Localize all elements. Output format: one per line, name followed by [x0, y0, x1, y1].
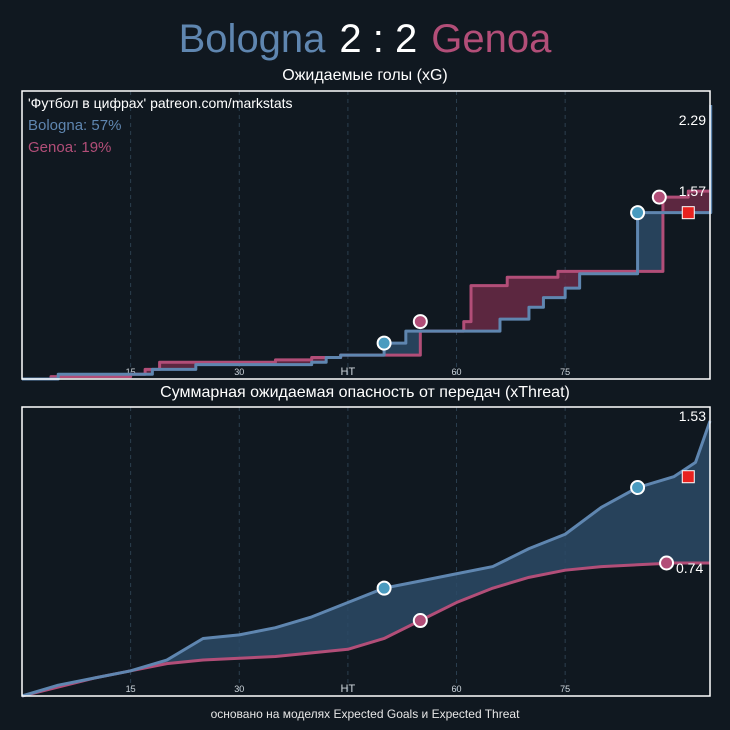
xg-chart-title: Ожидаемые голы (xG) — [282, 67, 448, 84]
goal-marker — [630, 480, 646, 496]
red-card-marker — [681, 470, 695, 484]
xg-chart: 15 30 HT 60 75 2.29 1.57 'Футбол в цифрах' patr… — [21, 90, 713, 381]
xg-tick-label: 30 — [234, 367, 244, 377]
xg-area-fill — [662, 105, 711, 213]
goal-marker — [651, 189, 667, 205]
xthreat-area-fill — [22, 421, 710, 696]
xthreat-frame — [21, 406, 711, 697]
xthreat-tick-label: 30 — [234, 684, 244, 694]
xg-area-fill — [326, 321, 464, 358]
xthreat-chart: 15 30 HT 60 75 1.53 0.74 — [21, 406, 712, 698]
xg-home-final-label: 2.29 — [679, 112, 706, 128]
score: 2 : 2 — [339, 17, 418, 61]
xthreat-chart-title: Суммарная ожидаемая опасность от передач… — [160, 384, 570, 401]
footer-note: основано на моделях Expected Goals и Exp… — [210, 707, 520, 721]
legend-away-probability: Genoa: 19% — [28, 139, 111, 156]
goal-marker — [412, 613, 428, 629]
xthreat-tick-label: HT — [341, 683, 356, 695]
xg-frame — [21, 90, 711, 380]
match-header: Bologna 2 : 2 Genoa — [0, 14, 730, 64]
home-team-name: Bologna — [178, 17, 326, 61]
goal-marker — [376, 580, 392, 596]
xthreat-tick-label: 75 — [560, 684, 570, 694]
away-team-name: Genoa — [431, 17, 552, 61]
goal-marker — [659, 555, 675, 571]
credit-text: 'Футбол в цифрах' patreon.com/markstats — [28, 95, 293, 111]
xg-tick-label: 75 — [560, 367, 570, 377]
xg-series-bologna — [22, 105, 713, 381]
goal-marker — [412, 314, 428, 330]
goal-marker — [630, 205, 646, 221]
xg-series-genoa — [22, 189, 710, 381]
xg-tick-label: 60 — [452, 367, 462, 377]
xg-area-fill — [463, 212, 638, 332]
goal-marker — [376, 335, 392, 351]
xthreat-home-final-label: 1.53 — [679, 408, 706, 424]
xg-tick-label: 15 — [126, 367, 136, 377]
red-card-marker — [681, 206, 695, 220]
xthreat-tick-label: 60 — [452, 684, 462, 694]
xthreat-away-final-label: 0.74 — [676, 560, 703, 576]
xthreat-tick-label: 15 — [126, 684, 136, 694]
legend-home-probability: Bologna: 57% — [28, 117, 121, 134]
xg-away-final-label: 1.57 — [679, 183, 706, 199]
xg-tick-label: HT — [341, 366, 356, 378]
